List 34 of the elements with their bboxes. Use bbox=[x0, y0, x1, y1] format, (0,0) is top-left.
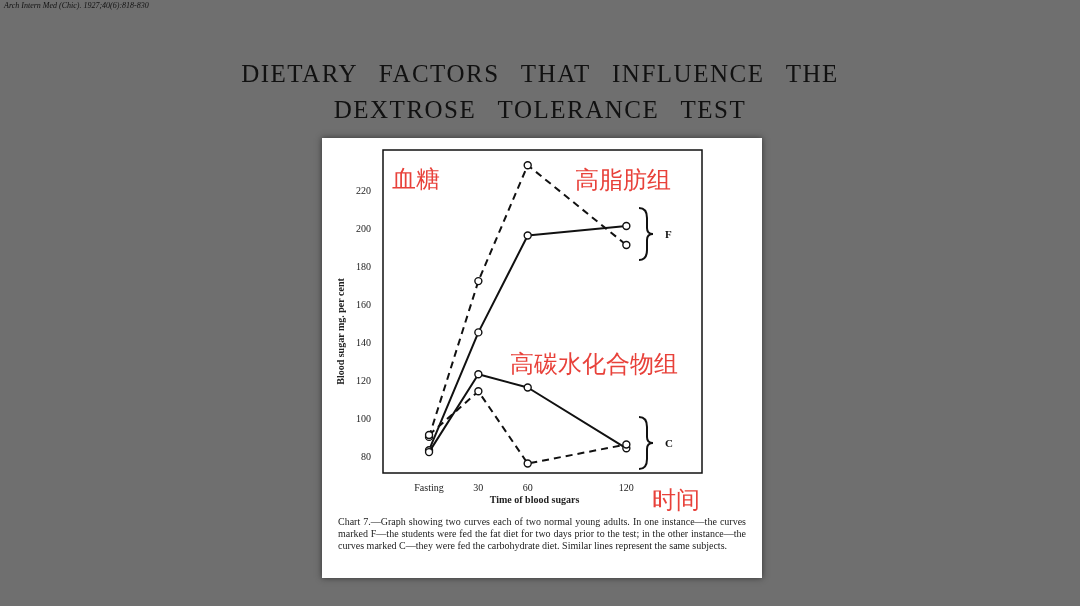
y-tick-label: 80 bbox=[361, 450, 371, 462]
annotation: 高脂肪组 bbox=[575, 166, 671, 194]
x-tick-label: 30 bbox=[473, 482, 484, 493]
y-tick-label: 100 bbox=[356, 412, 371, 424]
annotation: 血糖 bbox=[392, 165, 440, 193]
point bbox=[622, 240, 631, 250]
point bbox=[474, 387, 483, 396]
x-tick-label: 60 bbox=[522, 482, 533, 493]
point bbox=[474, 276, 483, 286]
x-tick-label: Fasting bbox=[414, 482, 444, 493]
caption: Chart 7.—Graph showing two curves each of two normal young adults. In one instance—the curves marked F—the students were fed the fat diet for two days prior to the test; in the other instance—the curves marked C—they were fed the carbohydrate diet. Similar lines represent the same subjects. bbox=[338, 516, 746, 552]
point bbox=[523, 383, 532, 392]
point bbox=[523, 231, 532, 240]
point bbox=[622, 440, 631, 449]
y-axis-title: Blood sugar mg. per cent bbox=[335, 277, 346, 385]
annotation: C bbox=[665, 437, 673, 449]
annotation: 高碳水化合物组 bbox=[510, 350, 678, 378]
y-tick-label: 160 bbox=[356, 298, 371, 310]
y-tick-label: 120 bbox=[356, 374, 371, 386]
point bbox=[474, 370, 483, 379]
point bbox=[622, 221, 631, 231]
y-tick-label: 140 bbox=[356, 336, 371, 348]
x-tick-label: 120 bbox=[618, 482, 634, 493]
y-tick-label: 180 bbox=[356, 260, 371, 272]
point bbox=[474, 328, 483, 337]
text: Arch Intern Med (Chic). 1927;40(6):818-830 bbox=[4, 1, 149, 10]
point bbox=[523, 161, 532, 170]
y-tick-label: 200 bbox=[356, 222, 371, 234]
x-axis-title: Time of blood sugars bbox=[489, 494, 580, 505]
annotation: F bbox=[665, 228, 672, 240]
text: 时间 bbox=[652, 486, 700, 514]
point bbox=[523, 459, 532, 468]
chart-title: DIETARY FACTORS THAT INFLUENCE THE DEXTROSE TOLERANCE TEST bbox=[240, 59, 840, 125]
y-tick-label: 220 bbox=[356, 184, 371, 196]
